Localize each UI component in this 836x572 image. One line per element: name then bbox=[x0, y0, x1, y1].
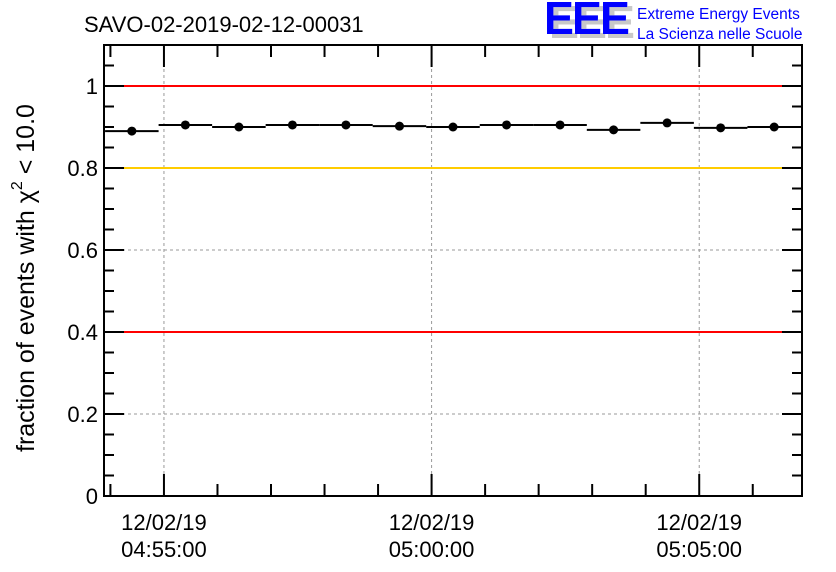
y-label-symbol: χ bbox=[12, 190, 40, 203]
tick-labels: 00.20.40.60.8112/02/1904:55:0012/02/1905… bbox=[67, 74, 742, 562]
logo-text: EEE bbox=[544, 0, 628, 44]
data-point bbox=[287, 120, 297, 130]
data-point bbox=[234, 122, 244, 132]
y-axis-label: fraction of events with χ2 < 10.0 bbox=[9, 104, 40, 452]
data-points bbox=[105, 118, 801, 136]
logo-line2: La Scienza nelle Scuole bbox=[637, 26, 802, 43]
data-point bbox=[662, 118, 672, 128]
y-label-text: fraction of events with bbox=[12, 210, 40, 452]
data-point bbox=[180, 120, 190, 130]
data-point bbox=[127, 126, 137, 136]
logo-line1: Extreme Energy Events bbox=[637, 6, 800, 23]
y-tick-label: 0.4 bbox=[67, 320, 98, 345]
data-point bbox=[341, 120, 351, 130]
data-point bbox=[394, 121, 404, 131]
x-tick-time: 05:00:00 bbox=[389, 537, 475, 562]
y-label-tail: < 10.0 bbox=[12, 104, 40, 181]
chart-title: SAVO-02-2019-02-12-00031 bbox=[84, 12, 364, 37]
data-point bbox=[555, 120, 565, 130]
axis-ticks bbox=[104, 44, 802, 497]
y-tick-label: 0.2 bbox=[67, 402, 98, 427]
x-tick-time: 04:55:00 bbox=[121, 537, 207, 562]
y-tick-label: 0 bbox=[86, 484, 98, 509]
y-tick-label: 1 bbox=[86, 74, 98, 99]
x-tick-time: 05:05:00 bbox=[656, 537, 742, 562]
data-point bbox=[609, 125, 619, 135]
x-tick-date: 12/02/19 bbox=[121, 510, 207, 535]
grid bbox=[104, 45, 802, 496]
data-point bbox=[448, 122, 458, 132]
plot-frame bbox=[103, 44, 803, 497]
data-point bbox=[769, 122, 779, 132]
x-tick-date: 12/02/19 bbox=[656, 510, 742, 535]
reference-lines bbox=[104, 85, 802, 333]
y-tick-label: 0.6 bbox=[67, 238, 98, 263]
y-label-exp: 2 bbox=[9, 181, 26, 190]
x-tick-date: 12/02/19 bbox=[389, 510, 475, 535]
y-tick-label: 0.8 bbox=[67, 156, 98, 181]
data-point bbox=[502, 120, 512, 130]
data-point bbox=[716, 123, 726, 133]
eee-logo: EEE Extreme Energy Events La Scienza nel… bbox=[544, 0, 802, 44]
